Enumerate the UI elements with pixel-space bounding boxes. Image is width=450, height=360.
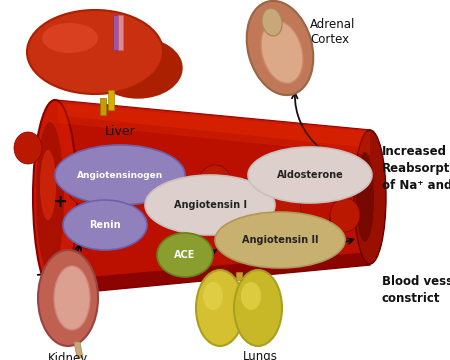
- Ellipse shape: [262, 8, 282, 36]
- Polygon shape: [74, 342, 83, 358]
- Text: Blood vessels
constrict: Blood vessels constrict: [382, 275, 450, 305]
- Text: Aldosterone: Aldosterone: [277, 170, 343, 180]
- Ellipse shape: [63, 200, 147, 250]
- Ellipse shape: [38, 250, 98, 346]
- Ellipse shape: [241, 282, 261, 310]
- Polygon shape: [55, 100, 370, 148]
- Ellipse shape: [14, 132, 42, 164]
- Polygon shape: [118, 15, 123, 50]
- Ellipse shape: [248, 147, 372, 203]
- Text: ACE: ACE: [174, 250, 196, 260]
- Ellipse shape: [234, 270, 282, 346]
- Ellipse shape: [42, 23, 98, 53]
- Polygon shape: [55, 252, 370, 295]
- Ellipse shape: [269, 192, 301, 228]
- Polygon shape: [236, 272, 242, 280]
- Ellipse shape: [261, 21, 303, 84]
- Text: Liver: Liver: [104, 125, 135, 138]
- Ellipse shape: [94, 38, 182, 98]
- Text: +: +: [53, 193, 68, 211]
- Text: Angiotensinogen: Angiotensinogen: [77, 171, 163, 180]
- Ellipse shape: [55, 145, 185, 205]
- Ellipse shape: [198, 165, 232, 205]
- Text: Lungs: Lungs: [243, 350, 278, 360]
- Polygon shape: [55, 100, 370, 295]
- Ellipse shape: [203, 282, 223, 310]
- Ellipse shape: [54, 266, 90, 330]
- Ellipse shape: [215, 212, 345, 268]
- Ellipse shape: [330, 198, 360, 232]
- Ellipse shape: [67, 165, 103, 205]
- Ellipse shape: [196, 270, 244, 346]
- Ellipse shape: [40, 150, 56, 220]
- Text: Renin: Renin: [89, 220, 121, 230]
- Polygon shape: [108, 90, 114, 110]
- Ellipse shape: [73, 211, 107, 249]
- Ellipse shape: [27, 10, 163, 94]
- Text: Increased
Reabsorption
of Na⁺ and H₂O: Increased Reabsorption of Na⁺ and H₂O: [382, 145, 450, 192]
- Ellipse shape: [356, 152, 374, 242]
- Text: Kidney: Kidney: [48, 352, 88, 360]
- Text: Angiotensin I: Angiotensin I: [174, 200, 247, 210]
- Text: Adrenal
Cortex: Adrenal Cortex: [310, 18, 356, 46]
- Ellipse shape: [36, 122, 64, 272]
- Polygon shape: [58, 103, 370, 155]
- Polygon shape: [113, 15, 118, 50]
- Ellipse shape: [33, 100, 77, 294]
- Ellipse shape: [354, 130, 386, 264]
- Ellipse shape: [157, 233, 213, 277]
- Ellipse shape: [145, 175, 275, 235]
- Text: Angiotensin II: Angiotensin II: [242, 235, 318, 245]
- Ellipse shape: [247, 1, 313, 95]
- Polygon shape: [100, 98, 106, 115]
